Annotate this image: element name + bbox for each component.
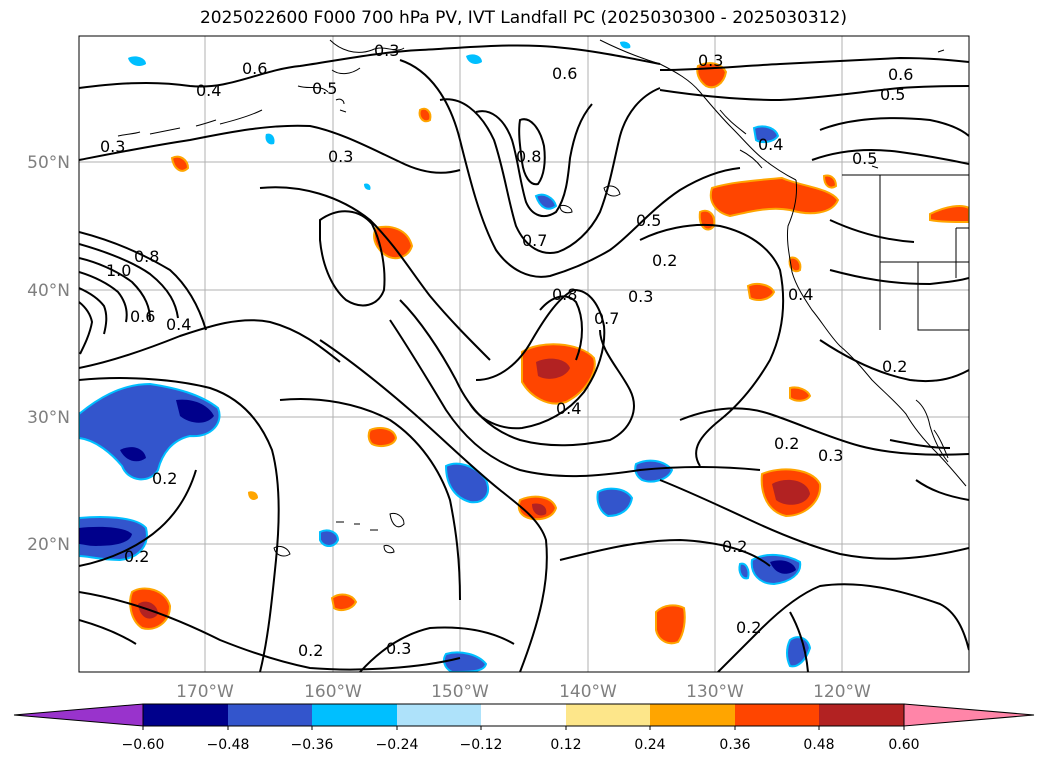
contour-label: 0.5	[880, 85, 905, 104]
latitude-labels: 50°N 40°N 30°N 20°N	[27, 153, 70, 555]
colorbar-segment	[143, 704, 228, 726]
contour-label: 0.5	[852, 149, 877, 168]
colorbar-label: −0.48	[207, 737, 250, 753]
contour-label: 0.8	[516, 147, 541, 166]
colorbar-segment	[481, 704, 566, 726]
colorbar-segment	[312, 704, 397, 726]
contour-label: 0.2	[152, 469, 177, 488]
contour-label: 0.2	[652, 251, 677, 270]
contour-label: 0.5	[312, 79, 337, 98]
colorbar-segment	[566, 704, 650, 726]
lon-tick-label: 140°W	[559, 682, 617, 702]
colorbar-label: 0.36	[719, 737, 750, 753]
lon-tick-label: 170°W	[176, 682, 234, 702]
contour-label: 0.3	[386, 639, 411, 658]
lon-tick-label: 160°W	[304, 682, 362, 702]
colorbar-extend-max	[903, 703, 1035, 727]
lon-tick-label: 150°W	[431, 682, 489, 702]
contour-label: 0.6	[130, 307, 155, 326]
contour-label: 0.3	[100, 137, 125, 156]
colorbar-segment	[650, 704, 735, 726]
contour-label: 0.5	[636, 211, 661, 230]
colorbar-label: −0.36	[291, 737, 334, 753]
contour-label: 0.6	[552, 64, 577, 83]
lat-tick-label: 20°N	[27, 535, 70, 555]
contour-label: 0.3	[374, 41, 399, 60]
colorbar-label: −0.24	[376, 737, 419, 753]
colorbar-segment	[819, 704, 904, 726]
contour-label: 0.8	[552, 285, 577, 304]
map-area: 0.6 0.3 0.4 0.3 0.5 0.3 0.6 0.8 0.7 0.5 …	[79, 36, 969, 672]
contour-label: 0.7	[594, 309, 619, 328]
map-frame	[78, 35, 970, 673]
contour-label: 0.8	[134, 247, 159, 266]
map-title: 2025022600 F000 700 hPa PV, IVT Landfall…	[199, 8, 847, 28]
contour-label: 0.2	[722, 537, 747, 556]
contour-label: 0.2	[882, 357, 907, 376]
contour-label: 0.6	[888, 65, 913, 84]
lat-tick-label: 50°N	[27, 153, 70, 173]
contour-label: 0.2	[298, 641, 323, 660]
pv-contours	[79, 44, 969, 672]
colorbar-label: −0.60	[122, 737, 165, 753]
contour-label: 0.4	[196, 81, 221, 100]
contour-label: 0.3	[698, 51, 723, 70]
lon-tick-label: 130°W	[686, 682, 744, 702]
contour-label: 0.2	[774, 434, 799, 453]
colorbar-segment	[397, 704, 481, 726]
contour-label: 0.6	[242, 59, 267, 78]
contour-label: 0.4	[788, 285, 813, 304]
contour-label: 0.3	[328, 147, 353, 166]
contour-label: 0.4	[758, 135, 783, 154]
colorbar-label: 0.24	[634, 737, 665, 753]
contour-label: 0.2	[736, 618, 761, 637]
positive-anomaly-patches	[129, 62, 969, 645]
colorbar-label: 0.60	[888, 737, 919, 753]
lon-tick-label: 120°W	[813, 682, 871, 702]
contour-label: 0.2	[124, 547, 149, 566]
colorbar: −0.60 −0.48 −0.36 −0.24 −0.12 0.12 0.24 …	[13, 703, 1035, 753]
longitude-labels: 170°W 160°W 150°W 140°W 130°W 120°W	[176, 682, 871, 702]
lat-tick-label: 30°N	[27, 408, 70, 428]
contour-labels: 0.6 0.3 0.4 0.3 0.5 0.3 0.6 0.8 0.7 0.5 …	[100, 41, 913, 660]
contour-label: 0.4	[166, 315, 191, 334]
lat-tick-label: 40°N	[27, 281, 70, 301]
contour-label: 0.4	[556, 399, 581, 418]
colorbar-segment	[735, 704, 819, 726]
negative-anomaly-patches	[79, 41, 812, 672]
colorbar-label: 0.12	[550, 737, 581, 753]
colorbar-label: −0.12	[460, 737, 503, 753]
colorbar-extend-min	[13, 703, 144, 727]
contour-label: 0.3	[818, 446, 843, 465]
colorbar-label: 0.48	[803, 737, 834, 753]
contour-label: 0.7	[522, 231, 547, 250]
colorbar-segment	[228, 704, 312, 726]
contour-label: 1.0	[106, 261, 131, 280]
contour-label: 0.3	[628, 287, 653, 306]
